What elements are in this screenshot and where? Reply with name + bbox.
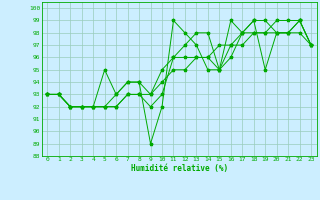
X-axis label: Humidité relative (%): Humidité relative (%) xyxy=(131,164,228,173)
